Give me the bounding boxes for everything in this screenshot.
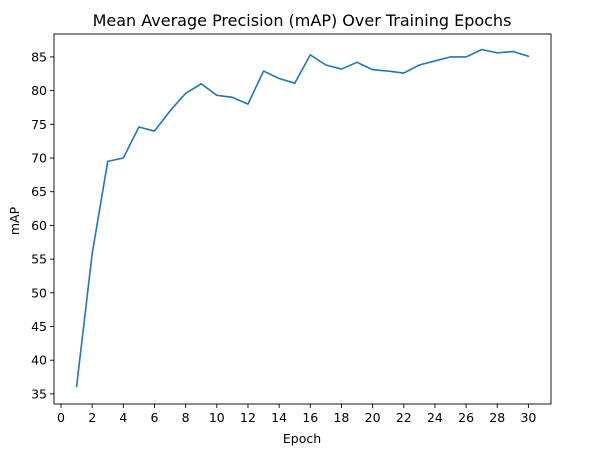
x-tick-label: 24 <box>427 410 443 425</box>
x-tick-label: 26 <box>458 410 474 425</box>
x-tick-label: 16 <box>302 410 318 425</box>
x-tick-label: 12 <box>240 410 256 425</box>
y-tick-label: 65 <box>31 184 47 199</box>
y-tick-label: 70 <box>31 151 47 166</box>
chart-title: Mean Average Precision (mAP) Over Traini… <box>93 11 512 30</box>
x-tick-label: 0 <box>57 410 65 425</box>
axes-frame <box>53 33 552 405</box>
y-tick-label: 50 <box>31 285 47 300</box>
x-tick-label: 20 <box>365 410 381 425</box>
series-line <box>75 48 530 388</box>
x-tick-label: 6 <box>151 410 159 425</box>
plot-area: 0 2 4 6 8 10 12 14 16 18 20 22 24 26 28 303540455055606… <box>31 33 552 425</box>
y-axis-label: mAP <box>7 206 22 235</box>
y-tick-label: 75 <box>31 117 47 132</box>
x-tick-label: 30 <box>520 410 536 425</box>
x-tick-label: 8 <box>182 410 190 425</box>
x-tick-label: 2 <box>88 410 96 425</box>
x-tick-label: 4 <box>119 410 127 425</box>
y-tick-label: 40 <box>31 353 47 368</box>
x-tick-label: 28 <box>489 410 505 425</box>
y-tick-label: 35 <box>31 386 47 401</box>
y-tick-label: 80 <box>31 83 47 98</box>
y-tick-label: 60 <box>31 218 47 233</box>
y-tick-label: 85 <box>31 49 47 64</box>
x-tick-label: 22 <box>396 410 412 425</box>
x-axis-label: Epoch <box>283 431 321 446</box>
x-tick-label: 10 <box>209 410 225 425</box>
x-tick-label: 18 <box>333 410 349 425</box>
x-tick-label: 14 <box>271 410 287 425</box>
y-tick-label: 45 <box>31 319 47 334</box>
y-tick-label: 55 <box>31 252 47 267</box>
